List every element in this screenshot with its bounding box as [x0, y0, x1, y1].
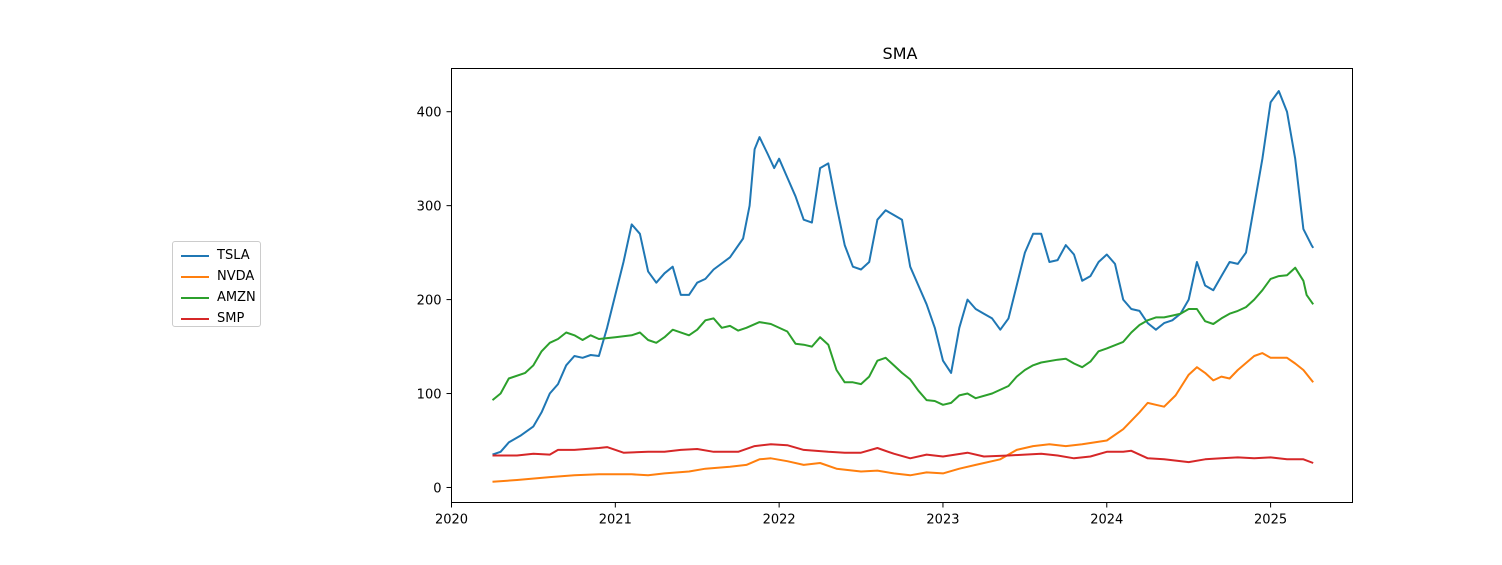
y-tick-label: 200: [417, 294, 442, 309]
chart-title: SMA: [883, 44, 918, 63]
legend: TSLA NVDA AMZN SMP: [172, 241, 261, 327]
legend-label-tsla: TSLA: [217, 248, 250, 263]
y-axis: 0 100 200 300 400: [417, 106, 452, 496]
y-tick-label: 0: [433, 481, 441, 496]
legend-swatch-tsla: [181, 254, 209, 257]
x-tick-label: 2020: [435, 513, 468, 528]
series-line-amzn: [491, 266, 1315, 406]
x-axis: 2020 2021 2022 2023 2024 2025: [435, 502, 1287, 528]
x-tick-label: 2023: [926, 513, 959, 528]
x-tick-label: 2025: [1254, 513, 1287, 528]
series-line-tsla: [492, 90, 1315, 456]
series-line-smp: [492, 443, 1314, 464]
axes-frame: [451, 68, 1353, 503]
x-tick-label: 2022: [763, 513, 796, 528]
legend-swatch-nvda: [181, 275, 209, 278]
legend-item-tsla: TSLA: [173, 245, 260, 266]
legend-swatch-amzn: [181, 296, 209, 299]
x-tick-label: 2021: [599, 513, 632, 528]
legend-label-nvda: NVDA: [217, 269, 255, 284]
y-tick-label: 400: [417, 106, 442, 121]
legend-label-smp: SMP: [217, 311, 245, 326]
legend-item-amzn: AMZN: [173, 287, 260, 308]
legend-item-nvda: NVDA: [173, 266, 260, 287]
legend-item-smp: SMP: [173, 308, 260, 329]
legend-label-amzn: AMZN: [217, 290, 256, 305]
legend-swatch-smp: [181, 317, 209, 320]
x-tick-label: 2024: [1090, 513, 1123, 528]
y-tick-label: 300: [417, 200, 442, 215]
plot-area: [491, 90, 1315, 483]
y-tick-label: 100: [417, 388, 442, 403]
series-line-nvda: [492, 352, 1314, 483]
